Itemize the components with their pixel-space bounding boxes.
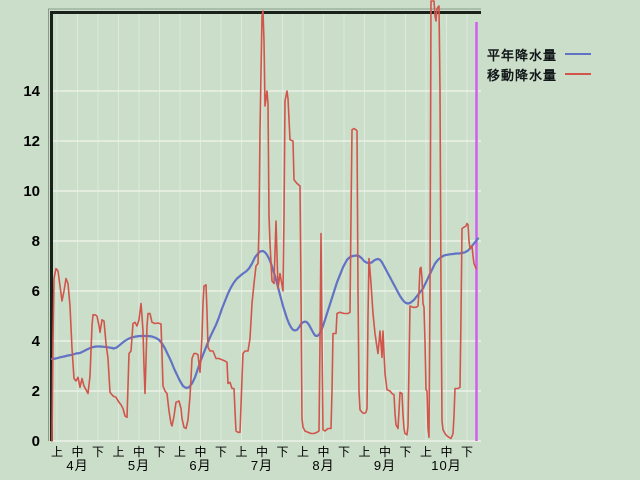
y-tick-label: 14 [23,83,40,100]
x-tick-label: 上 [112,445,124,459]
x-tick-label: 上 [174,445,186,459]
x-tick-label: 下 [461,445,473,459]
legend-line-swatch-normal [565,53,591,55]
x-tick-label: 下 [338,445,350,459]
x-tick-label: 上 [420,445,432,459]
plot-border-shadow [48,8,481,441]
x-tick-label: 上 [51,445,63,459]
y-tick-label: 2 [32,383,40,400]
month-label: 9月 [374,458,396,473]
x-tick-label: 中 [440,444,452,459]
y-tick-label: 12 [23,133,40,150]
legend-line-swatch-moving [565,73,591,75]
x-tick-label: 中 [133,444,145,459]
x-tick-label: 上 [235,445,247,459]
x-tick-label: 下 [92,445,104,459]
moving-series-line [51,0,477,442]
legend-label-moving: 移動降水量 [487,67,558,83]
month-label: 10月 [431,458,461,473]
x-tick-label: 中 [71,444,83,459]
y-tick-label: 8 [32,233,40,250]
x-tick-label: 下 [399,445,411,459]
x-tick-label: 上 [358,445,370,459]
x-tick-label: 中 [317,444,329,459]
x-tick-label: 中 [379,444,391,459]
x-tick-label: 中 [194,444,206,459]
plot-border [50,11,481,441]
x-tick-label: 下 [215,445,227,459]
month-label: 7月 [251,458,273,473]
y-tick-label: 6 [32,283,40,300]
x-tick-label: 中 [256,444,268,459]
x-tick-label: 上 [297,445,309,459]
month-label: 8月 [312,458,334,473]
month-label: 4月 [66,458,88,473]
month-label: 5月 [128,458,150,473]
legend-label-normal: 平年降水量 [487,47,558,63]
x-tick-label: 下 [276,445,288,459]
normal-series-line [50,237,480,390]
y-tick-label: 10 [23,183,40,200]
y-tick-label: 4 [32,333,41,350]
legend-item-normal: 平年降水量 [487,44,591,64]
y-tick-label: 0 [32,433,40,450]
legend: 平年降水量 移動降水量 [487,44,591,84]
x-tick-label: 下 [153,445,165,459]
legend-item-moving: 移動降水量 [487,64,591,84]
month-label: 6月 [189,458,211,473]
